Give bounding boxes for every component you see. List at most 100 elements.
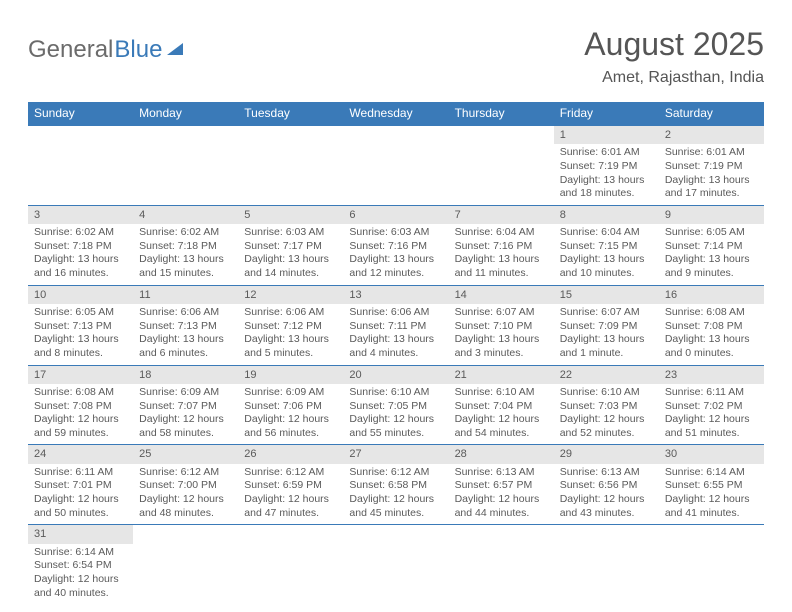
day-number: 15 (554, 286, 659, 304)
calendar-day-cell: 18Sunrise: 6:09 AMSunset: 7:07 PMDayligh… (133, 365, 238, 445)
day-number: 20 (343, 366, 448, 384)
calendar-week-row: 24Sunrise: 6:11 AMSunset: 7:01 PMDayligh… (28, 445, 764, 525)
day-number: 18 (133, 366, 238, 384)
calendar-day-cell: 16Sunrise: 6:08 AMSunset: 7:08 PMDayligh… (659, 285, 764, 365)
day-number: 13 (343, 286, 448, 304)
day-details: Sunrise: 6:11 AMSunset: 7:01 PMDaylight:… (28, 464, 133, 525)
day-number: 26 (238, 445, 343, 463)
day-details: Sunrise: 6:01 AMSunset: 7:19 PMDaylight:… (659, 144, 764, 205)
calendar-day-cell: 1Sunrise: 6:01 AMSunset: 7:19 PMDaylight… (554, 126, 659, 205)
calendar-thead: SundayMondayTuesdayWednesdayThursdayFrid… (28, 102, 764, 126)
day-number: 7 (449, 206, 554, 224)
calendar-day-cell: 19Sunrise: 6:09 AMSunset: 7:06 PMDayligh… (238, 365, 343, 445)
day-number: 28 (449, 445, 554, 463)
day-details: Sunrise: 6:03 AMSunset: 7:17 PMDaylight:… (238, 224, 343, 285)
calendar-day-cell: 31Sunrise: 6:14 AMSunset: 6:54 PMDayligh… (28, 525, 133, 604)
day-number: 9 (659, 206, 764, 224)
logo-text-1: General (28, 34, 113, 65)
day-details: Sunrise: 6:13 AMSunset: 6:56 PMDaylight:… (554, 464, 659, 525)
day-details: Sunrise: 6:10 AMSunset: 7:03 PMDaylight:… (554, 384, 659, 445)
logo: General Blue (28, 24, 185, 65)
calendar-day-cell: 23Sunrise: 6:11 AMSunset: 7:02 PMDayligh… (659, 365, 764, 445)
day-header: Monday (133, 102, 238, 126)
location-subtitle: Amet, Rajasthan, India (584, 68, 764, 89)
calendar-day-cell: 20Sunrise: 6:10 AMSunset: 7:05 PMDayligh… (343, 365, 448, 445)
calendar-day-cell: 24Sunrise: 6:11 AMSunset: 7:01 PMDayligh… (28, 445, 133, 525)
day-number: 23 (659, 366, 764, 384)
day-number: 24 (28, 445, 133, 463)
calendar-day-cell: 6Sunrise: 6:03 AMSunset: 7:16 PMDaylight… (343, 205, 448, 285)
calendar-day-cell: 2Sunrise: 6:01 AMSunset: 7:19 PMDaylight… (659, 126, 764, 205)
header-row: General Blue August 2025 Amet, Rajasthan… (28, 24, 764, 88)
day-number: 21 (449, 366, 554, 384)
day-number: 22 (554, 366, 659, 384)
day-header: Wednesday (343, 102, 448, 126)
calendar-week-row: 10Sunrise: 6:05 AMSunset: 7:13 PMDayligh… (28, 285, 764, 365)
day-details: Sunrise: 6:10 AMSunset: 7:05 PMDaylight:… (343, 384, 448, 445)
calendar-day-cell: . (449, 525, 554, 604)
month-title: August 2025 (584, 24, 764, 66)
day-details: Sunrise: 6:01 AMSunset: 7:19 PMDaylight:… (554, 144, 659, 205)
day-details: Sunrise: 6:12 AMSunset: 7:00 PMDaylight:… (133, 464, 238, 525)
calendar-day-cell: . (554, 525, 659, 604)
day-number: 1 (554, 126, 659, 144)
day-number: 6 (343, 206, 448, 224)
sail-icon (165, 41, 185, 57)
logo-text-2: Blue (114, 34, 162, 65)
day-number: 30 (659, 445, 764, 463)
calendar-week-row: 31Sunrise: 6:14 AMSunset: 6:54 PMDayligh… (28, 525, 764, 604)
calendar-day-cell: 30Sunrise: 6:14 AMSunset: 6:55 PMDayligh… (659, 445, 764, 525)
day-details: Sunrise: 6:04 AMSunset: 7:15 PMDaylight:… (554, 224, 659, 285)
day-header: Saturday (659, 102, 764, 126)
calendar-day-cell: 25Sunrise: 6:12 AMSunset: 7:00 PMDayligh… (133, 445, 238, 525)
day-details: Sunrise: 6:06 AMSunset: 7:12 PMDaylight:… (238, 304, 343, 365)
day-details: Sunrise: 6:05 AMSunset: 7:14 PMDaylight:… (659, 224, 764, 285)
calendar-day-cell: . (238, 126, 343, 205)
day-number: 16 (659, 286, 764, 304)
calendar-week-row: .....1Sunrise: 6:01 AMSunset: 7:19 PMDay… (28, 126, 764, 205)
calendar-day-cell: 13Sunrise: 6:06 AMSunset: 7:11 PMDayligh… (343, 285, 448, 365)
day-details: Sunrise: 6:06 AMSunset: 7:13 PMDaylight:… (133, 304, 238, 365)
calendar-day-cell: 22Sunrise: 6:10 AMSunset: 7:03 PMDayligh… (554, 365, 659, 445)
day-details: Sunrise: 6:08 AMSunset: 7:08 PMDaylight:… (28, 384, 133, 445)
day-details: Sunrise: 6:06 AMSunset: 7:11 PMDaylight:… (343, 304, 448, 365)
day-details: Sunrise: 6:11 AMSunset: 7:02 PMDaylight:… (659, 384, 764, 445)
calendar-day-cell: . (659, 525, 764, 604)
day-number: 29 (554, 445, 659, 463)
day-details: Sunrise: 6:07 AMSunset: 7:09 PMDaylight:… (554, 304, 659, 365)
day-number: 14 (449, 286, 554, 304)
day-details: Sunrise: 6:04 AMSunset: 7:16 PMDaylight:… (449, 224, 554, 285)
calendar-week-row: 3Sunrise: 6:02 AMSunset: 7:18 PMDaylight… (28, 205, 764, 285)
calendar-day-cell: . (133, 525, 238, 604)
calendar-day-cell: 12Sunrise: 6:06 AMSunset: 7:12 PMDayligh… (238, 285, 343, 365)
day-details: Sunrise: 6:13 AMSunset: 6:57 PMDaylight:… (449, 464, 554, 525)
calendar-day-cell: 7Sunrise: 6:04 AMSunset: 7:16 PMDaylight… (449, 205, 554, 285)
calendar-day-cell: 26Sunrise: 6:12 AMSunset: 6:59 PMDayligh… (238, 445, 343, 525)
calendar-day-cell: . (343, 525, 448, 604)
calendar-day-cell: 17Sunrise: 6:08 AMSunset: 7:08 PMDayligh… (28, 365, 133, 445)
day-details: Sunrise: 6:14 AMSunset: 6:55 PMDaylight:… (659, 464, 764, 525)
day-number: 5 (238, 206, 343, 224)
day-header: Thursday (449, 102, 554, 126)
day-details: Sunrise: 6:08 AMSunset: 7:08 PMDaylight:… (659, 304, 764, 365)
day-header: Tuesday (238, 102, 343, 126)
calendar-day-cell: 3Sunrise: 6:02 AMSunset: 7:18 PMDaylight… (28, 205, 133, 285)
calendar-day-cell: 28Sunrise: 6:13 AMSunset: 6:57 PMDayligh… (449, 445, 554, 525)
day-header: Sunday (28, 102, 133, 126)
calendar-day-cell: 11Sunrise: 6:06 AMSunset: 7:13 PMDayligh… (133, 285, 238, 365)
day-number: 19 (238, 366, 343, 384)
day-number: 31 (28, 525, 133, 543)
calendar-table: SundayMondayTuesdayWednesdayThursdayFrid… (28, 102, 764, 604)
day-details: Sunrise: 6:14 AMSunset: 6:54 PMDaylight:… (28, 544, 133, 605)
day-details: Sunrise: 6:07 AMSunset: 7:10 PMDaylight:… (449, 304, 554, 365)
day-number: 27 (343, 445, 448, 463)
calendar-week-row: 17Sunrise: 6:08 AMSunset: 7:08 PMDayligh… (28, 365, 764, 445)
day-number: 17 (28, 366, 133, 384)
calendar-day-cell: 29Sunrise: 6:13 AMSunset: 6:56 PMDayligh… (554, 445, 659, 525)
day-details: Sunrise: 6:09 AMSunset: 7:07 PMDaylight:… (133, 384, 238, 445)
calendar-day-cell: . (343, 126, 448, 205)
day-number: 12 (238, 286, 343, 304)
calendar-day-cell: 4Sunrise: 6:02 AMSunset: 7:18 PMDaylight… (133, 205, 238, 285)
day-details: Sunrise: 6:10 AMSunset: 7:04 PMDaylight:… (449, 384, 554, 445)
calendar-day-cell: . (449, 126, 554, 205)
